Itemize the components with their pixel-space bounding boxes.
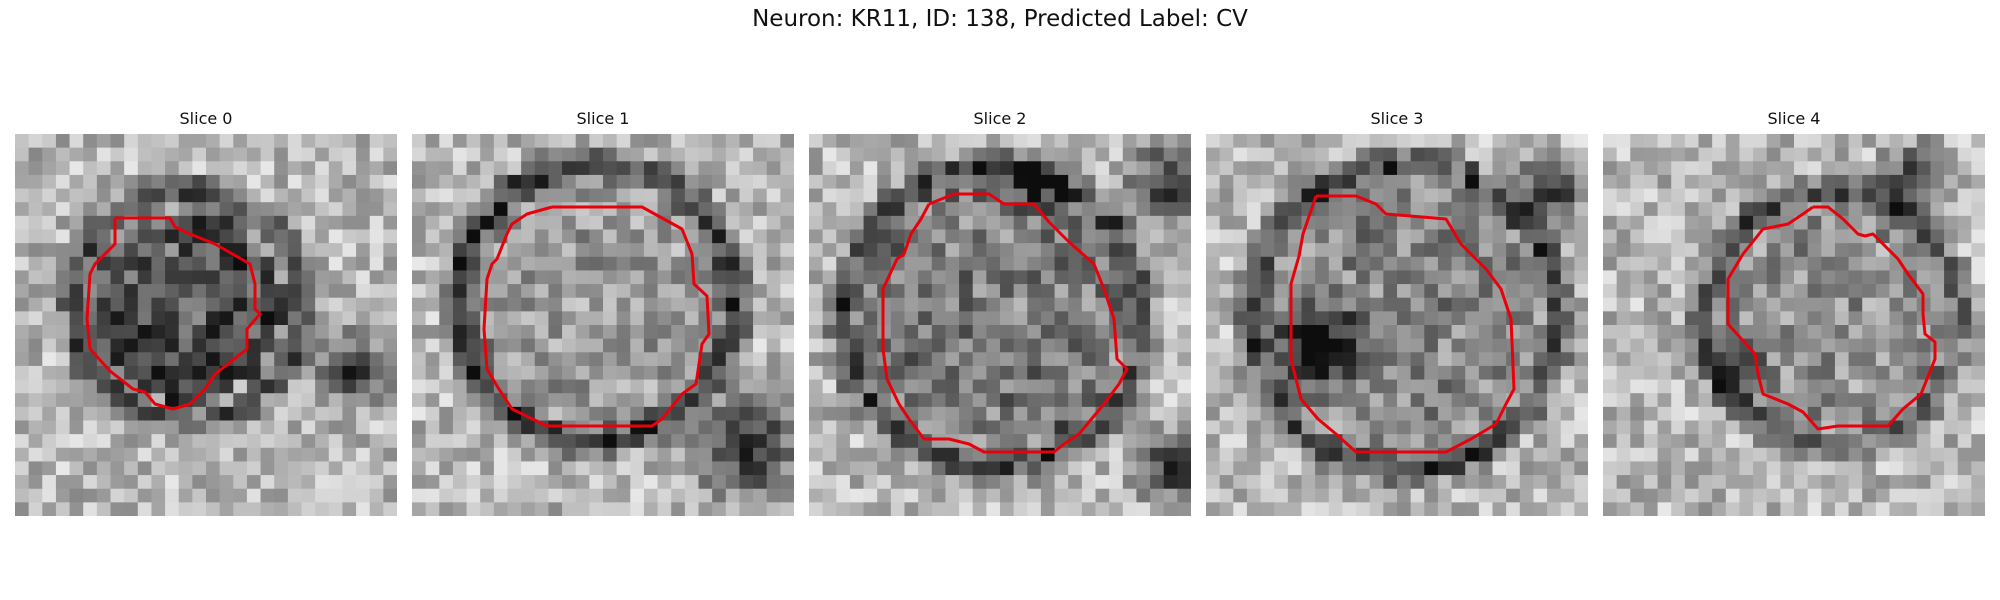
slice-3-title: Slice 3	[1370, 109, 1424, 128]
slice-1-pixels	[412, 134, 794, 516]
slice-2-outline	[881, 192, 1129, 454]
slice-2-title: Slice 2	[973, 109, 1027, 128]
slice-4-pixels	[1603, 134, 1985, 516]
slice-0-title: Slice 0	[179, 109, 233, 128]
figure-title: Neuron: KR11, ID: 138, Predicted Label: …	[752, 6, 1248, 32]
slice-2-image	[809, 134, 1191, 516]
slice-0-image	[15, 134, 397, 516]
slice-0-canvas	[15, 134, 397, 516]
slice-3-image	[1206, 134, 1588, 516]
slice-0-outline	[85, 216, 262, 411]
slice-1-title: Slice 1	[576, 109, 630, 128]
slice-1-outline	[482, 205, 711, 428]
slice-4-image	[1603, 134, 1985, 516]
slice-0-pixels	[15, 134, 397, 516]
slice-1-image	[412, 134, 794, 516]
slice-4-outline	[1726, 205, 1937, 431]
slice-1-canvas	[412, 134, 794, 516]
slice-3-pixels	[1206, 134, 1588, 516]
slice-2-canvas	[809, 134, 1191, 516]
slice-4-title: Slice 4	[1767, 109, 1821, 128]
slice-2-pixels	[809, 134, 1191, 516]
slice-3-outline	[1289, 194, 1516, 454]
slice-3-canvas	[1206, 134, 1588, 516]
slice-4-canvas	[1603, 134, 1985, 516]
